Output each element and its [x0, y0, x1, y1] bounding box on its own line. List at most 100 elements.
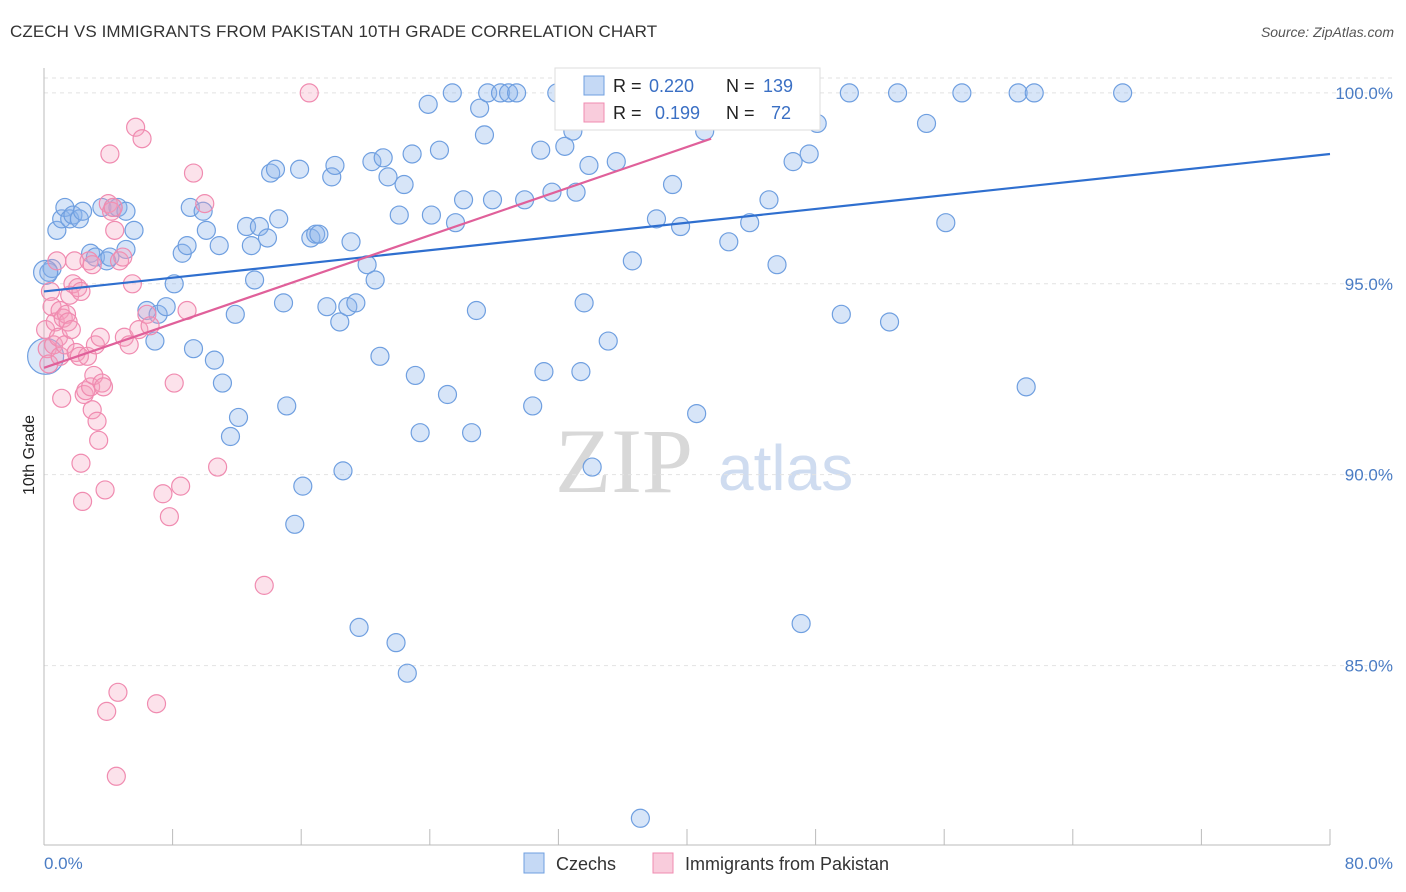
czechs-point: [330, 312, 350, 332]
czechs-point: [791, 613, 811, 634]
czechs-point: [209, 236, 229, 256]
czechs-point: [148, 304, 168, 324]
pakistan-point: [299, 83, 319, 103]
legend-label-pakistan: Immigrants from Pakistan: [685, 854, 889, 874]
stat-n-label-czechs: N =: [726, 76, 755, 96]
stat-n-label-pakistan: N =: [726, 103, 755, 123]
czechs-point: [116, 201, 136, 221]
stat-r-value-czechs: 0.220: [649, 76, 694, 96]
czechs-point: [555, 136, 575, 156]
czechs-point: [767, 255, 787, 275]
y-tick-label: 95.0%: [1345, 275, 1393, 294]
czechs-point: [482, 190, 503, 210]
czechs-point: [72, 201, 93, 221]
axes: [43, 68, 1331, 846]
czechs-point: [193, 201, 213, 221]
czechs-point: [156, 297, 176, 317]
czechs-point: [389, 205, 409, 225]
x-tick-label: 0.0%: [44, 854, 83, 873]
pakistan-point: [183, 163, 204, 183]
y-tick-label: 90.0%: [1345, 466, 1393, 485]
stat-n-value-czechs: 139: [763, 76, 793, 96]
czechs-point: [574, 293, 594, 313]
czechs-point: [293, 476, 313, 496]
czechs-point: [466, 300, 487, 321]
pakistan-point: [126, 117, 146, 137]
czechs-point: [362, 152, 382, 172]
pakistan-point: [208, 457, 228, 477]
czechs-point: [273, 293, 294, 313]
czechs-point: [783, 152, 803, 172]
pakistan-point: [146, 694, 167, 714]
czechs-point: [349, 617, 369, 637]
czechs-point: [740, 213, 760, 233]
czechs-point: [378, 167, 398, 187]
czechs-point: [687, 403, 707, 424]
czechs-point: [220, 426, 241, 447]
legend-swatch-pakistan: [652, 852, 674, 874]
czechs-point: [309, 224, 329, 244]
legend: Czechs Immigrants from Pakistan: [523, 852, 889, 874]
pakistan-point: [159, 507, 179, 527]
czechs-point: [285, 514, 305, 534]
czechs-point: [437, 384, 458, 405]
czechs-point: [1016, 377, 1036, 397]
czechs-point: [269, 209, 289, 229]
pakistan-point: [87, 411, 107, 431]
pakistan-point: [93, 377, 114, 397]
czechs-point: [346, 293, 366, 313]
czechs-point: [442, 83, 462, 103]
czechs-point: [582, 457, 602, 477]
czechs-point: [474, 125, 495, 145]
pakistan-point: [71, 453, 91, 473]
czechs-point: [397, 663, 417, 683]
czechs-point: [333, 461, 353, 481]
czechs-point: [341, 232, 361, 252]
czechs-point: [670, 216, 691, 237]
pakistan-trend-line: [43, 137, 712, 369]
czechs-point: [839, 83, 859, 103]
pakistan-point: [132, 129, 152, 149]
pakistan-point: [254, 575, 274, 595]
watermark: ZIP atlas: [555, 410, 853, 512]
pakistan-point: [95, 480, 115, 500]
czechs-point: [622, 251, 642, 271]
pakistan-point: [103, 197, 123, 218]
czechs-point: [662, 174, 683, 195]
pakistan-point: [71, 281, 91, 302]
pakistan-point: [56, 304, 77, 324]
pakistan-point: [108, 682, 128, 702]
y-axis-label: 10th Grade: [21, 415, 38, 495]
czechs-point: [183, 339, 204, 359]
czechs-point: [1024, 83, 1044, 103]
czechs-point: [394, 174, 414, 195]
czechs-point: [1008, 83, 1028, 103]
czechs-point: [579, 155, 599, 176]
pakistan-point: [89, 430, 109, 450]
czechs-point: [542, 182, 562, 202]
czechs-point: [145, 331, 165, 351]
czechs-point: [212, 373, 233, 393]
czechs-point: [322, 167, 342, 187]
czechs-point: [534, 362, 554, 382]
czechs-trend-line: [43, 152, 1331, 293]
watermark-atlas: atlas: [718, 432, 853, 504]
czechs-point: [124, 220, 144, 240]
stats-box: R = 0.220 N = 139 R = 0.199 N = 72: [554, 67, 821, 131]
pakistan-point: [106, 766, 126, 786]
pakistan-point: [52, 388, 72, 408]
czechs-point: [386, 633, 406, 653]
pakistan-point: [61, 320, 81, 340]
pakistan-point: [82, 400, 102, 420]
legend-label-czechs: Czechs: [556, 854, 616, 874]
x-tick-label: 80.0%: [1345, 854, 1393, 873]
czechs-point: [1113, 83, 1133, 103]
czechs-point: [244, 270, 265, 290]
czechs-point: [916, 113, 937, 134]
czechs-point: [47, 220, 67, 240]
czechs-point: [936, 213, 956, 233]
czechs-point: [799, 144, 819, 164]
pakistan-point: [122, 274, 143, 294]
pakistan-point: [72, 491, 93, 512]
